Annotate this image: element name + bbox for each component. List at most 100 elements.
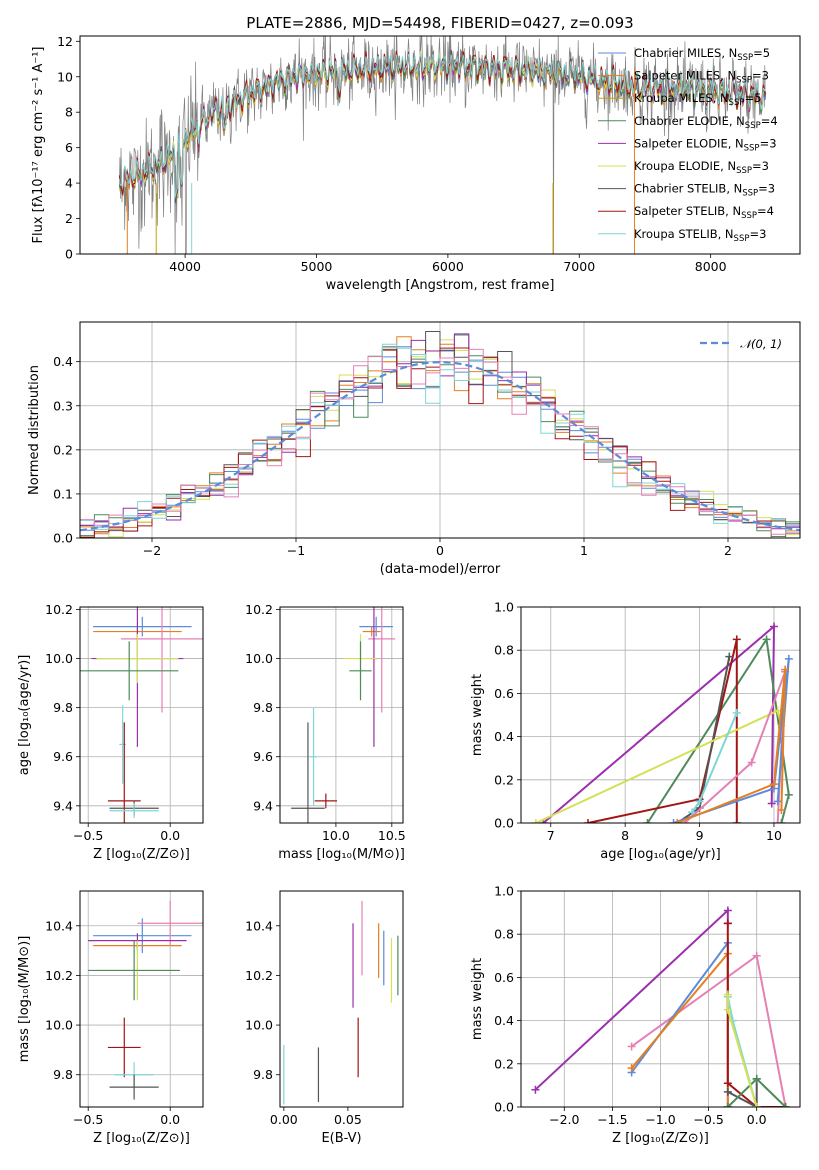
y-axis-label: mass [log₁₀(M/M⊙)] [17, 936, 32, 1063]
x-tick-label: 7000 [563, 259, 595, 274]
x-tick-label: 0 [436, 543, 444, 558]
x-tick-label: −0.5 [73, 828, 103, 843]
legend-suffix: =3 [752, 159, 769, 173]
errorbars [80, 607, 203, 823]
axes-frame [520, 890, 801, 1108]
weight-vs-age-panel: 7 8 9 10 0.0 0.2 0.4 0.6 0.8 1.0 age [log₁₀(age/yr… [470, 600, 801, 862]
y-tick-label: 0.4 [494, 1013, 514, 1028]
y-axis-label: age [log₁₀(age/yr)] [17, 655, 32, 776]
x-tick-label: −1 [287, 543, 305, 558]
residuals-panel: −2 −1 0 1 2 0.0 0.1 0.2 0.3 0.4 (data-model)/error… [27, 321, 801, 577]
weight-marker-kroupa_elodie [723, 990, 732, 999]
y-tick-label: 0 [65, 247, 73, 262]
legend-entry: Kroupa STELIB, NSSP=3 [634, 227, 766, 244]
weight-line-chabrier_miles [630, 939, 729, 1107]
x-axis-label: Z [log₁₀(Z/Z⊙)] [93, 847, 190, 862]
errorbars [291, 607, 396, 823]
y-tick-label: 4 [65, 176, 73, 191]
histogram-pink [80, 348, 800, 535]
weight-marker-chabrier_elodie [781, 1103, 790, 1107]
legend-entry: Chabrier MILES, NSSP=5 [634, 46, 770, 63]
age-vs-metallicity-panel: −0.5 0.0 9.4 9.6 9.8 10.0 10.2 Z [log₁₀(Z/Z⊙)] a… [17, 602, 204, 862]
y-tick-label: 0.8 [494, 927, 514, 942]
y-tick-label: 10.2 [245, 602, 273, 617]
legend-name: Salpeter MILES, N [634, 69, 736, 83]
x-tick-label: −1.5 [597, 1112, 627, 1127]
x-tick-label: 0.05 [334, 1112, 362, 1127]
legend-name: Chabrier ELODIE, N [634, 114, 745, 128]
weight-marker-salpeter_miles [673, 819, 682, 823]
weight-marker-salpeter_miles [777, 806, 786, 815]
age-vs-mass-panel: 10.0 10.5 9.4 9.6 9.8 10.0 10.2 mass [log₁₀(M/M… [245, 602, 406, 862]
y-tick-label: 1.0 [494, 884, 514, 899]
weight-line-salpeter_miles [630, 950, 729, 1107]
x-axis-label: E(B-V) [321, 1131, 361, 1146]
y-tick-label: 0.0 [494, 1100, 514, 1115]
y-tick-label: 0.3 [53, 398, 73, 413]
y-tick-label: 9.8 [53, 1067, 73, 1082]
axes-frame [79, 890, 204, 1108]
legend-name: Kroupa STELIB, N [634, 227, 734, 241]
legend-entry: Kroupa ELODIE, NSSP=3 [634, 159, 769, 176]
weight-marker-chabrier_elodie [762, 635, 771, 644]
y-tick-label: 0.4 [494, 729, 514, 744]
y-tick-label: 6 [65, 140, 73, 155]
weight-marker-chabrier_miles [784, 654, 793, 663]
legend-name: Chabrier STELIB, N [634, 182, 742, 196]
weight-marker-salpeter_miles [781, 665, 790, 674]
x-tick-label: 4000 [169, 259, 201, 274]
x-tick-label: 0.0 [747, 1112, 767, 1127]
x-axis-label: mass [log₁₀(M/M⊙)] [278, 847, 405, 862]
x-axis-label: Z [log₁₀(Z/Z⊙)] [612, 1131, 709, 1146]
y-axis-label: Normed distribution [27, 365, 42, 495]
y-tick-label: 0.0 [494, 816, 514, 831]
weight-marker-kroupa_elodie [752, 1103, 761, 1107]
y-tick-label: 9.4 [53, 798, 73, 813]
y-tick-label: 0.2 [494, 772, 514, 787]
legend-suffix: =4 [757, 204, 774, 218]
weight-lines [531, 622, 793, 823]
x-tick-label: 9 [696, 828, 704, 843]
x-tick-label: −1.0 [645, 1112, 675, 1127]
y-tick-label: 9.8 [253, 700, 273, 715]
normal-curve [80, 360, 800, 532]
spectrum-title: PLATE=2886, MJD=54498, FIBERID=0427, z=0… [246, 14, 633, 32]
weight-line-salpeter_elodie [542, 624, 776, 823]
weight-marker-pink [627, 1042, 636, 1051]
weight-marker-kroupa_stelib [688, 808, 697, 817]
weight-marker-chabrier_elodie [784, 790, 793, 799]
y-tick-label: 10.0 [45, 651, 73, 666]
y-tick-label: 0.8 [494, 643, 514, 658]
weight-marker-chabrier_miles [669, 819, 678, 823]
y-tick-label: 10.2 [45, 602, 73, 617]
legend-sub: SSP [737, 53, 753, 63]
weight-marker-salpeter_stelib [723, 1079, 732, 1088]
y-tick-label: 8 [65, 105, 73, 120]
legend-suffix: =3 [752, 69, 769, 83]
x-axis-label: age [log₁₀(age/yr)] [600, 847, 721, 862]
weight-vs-metallicity-panel: −2.0 −1.5 −1.0 −0.5 0.0 0.0 0.2 0.4 0.6 0.8 1.0 Z [… [470, 884, 801, 1146]
y-tick-label: 9.6 [253, 749, 273, 764]
x-tick-label: −0.5 [693, 1112, 723, 1127]
weight-marker-salpeter_miles [627, 1064, 636, 1073]
weight-marker-pink [752, 951, 761, 960]
y-tick-label: 10.2 [245, 968, 273, 983]
y-tick-label: 10.4 [245, 918, 273, 933]
weight-marker-kroupa_elodie [723, 1005, 732, 1014]
weight-marker-kroupa_stelib [732, 708, 741, 717]
legend-suffix: =5 [753, 46, 770, 60]
y-tick-label: 0.6 [494, 686, 514, 701]
weight-marker-pink [773, 819, 782, 823]
weight-marker-chabrier_elodie [643, 819, 652, 823]
spectrum-panel: 4000 5000 6000 7000 8000 0 2 4 6 8 10 12 wavelength … [31, 34, 801, 293]
x-tick-label: 1 [580, 543, 588, 558]
y-tick-label: 12 [57, 34, 73, 49]
legend-entry: Salpeter MILES, NSSP=3 [634, 69, 769, 86]
weight-lines [531, 906, 790, 1107]
legend-suffix: =3 [760, 136, 777, 150]
weight-marker-salpeter_stelib [732, 635, 741, 644]
legend-sub: SSP [729, 98, 745, 108]
y-tick-label: 10.4 [45, 918, 73, 933]
x-tick-label: 0.0 [160, 828, 180, 843]
errorbars [283, 900, 399, 1105]
